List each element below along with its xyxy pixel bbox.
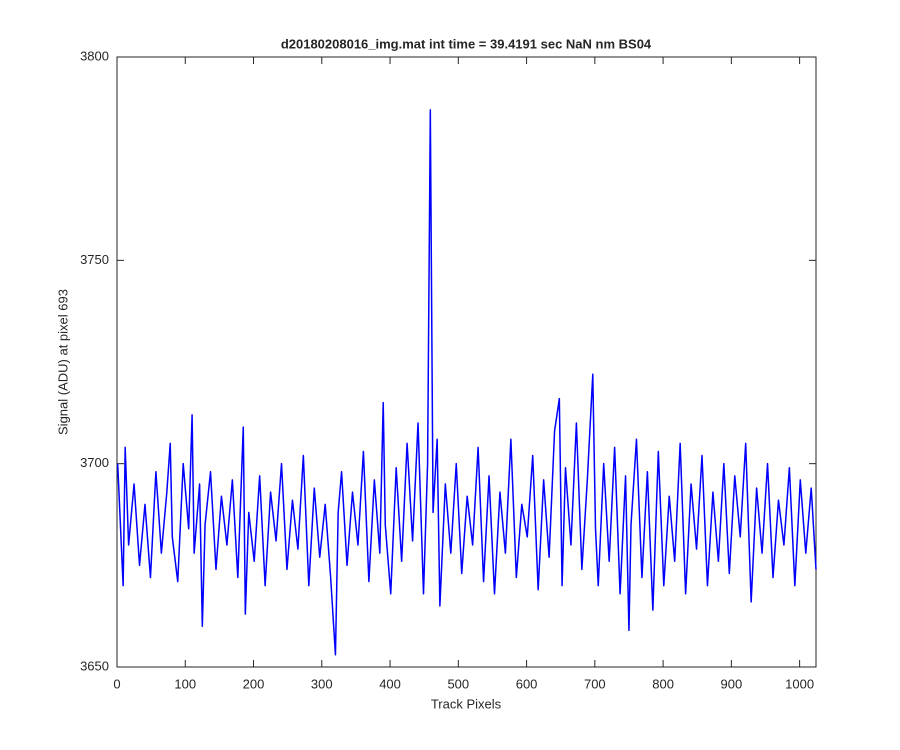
x-tick-label: 900	[721, 676, 743, 691]
y-tick-label: 3800	[80, 48, 109, 63]
x-tick-label: 200	[243, 676, 265, 691]
x-tick-label: 700	[584, 676, 606, 691]
y-axis-label: Signal (ADU) at pixel 693	[55, 289, 70, 435]
x-tick-label: 600	[516, 676, 538, 691]
x-tick-label: 500	[447, 676, 469, 691]
chart-title: d20180208016_img.mat int time = 39.4191 …	[281, 36, 652, 51]
y-tick-label: 3700	[80, 455, 109, 470]
x-tick-label: 0	[113, 676, 120, 691]
x-tick-label: 400	[379, 676, 401, 691]
x-tick-label: 300	[311, 676, 333, 691]
y-tick-label: 3750	[80, 252, 109, 267]
x-tick-label: 1000	[785, 676, 814, 691]
x-tick-label: 800	[652, 676, 674, 691]
x-tick-label: 100	[174, 676, 196, 691]
data-line	[116, 109, 817, 656]
x-axis-label: Track Pixels	[431, 696, 502, 711]
plot-box	[116, 56, 817, 668]
y-tick-label: 3650	[80, 658, 109, 673]
